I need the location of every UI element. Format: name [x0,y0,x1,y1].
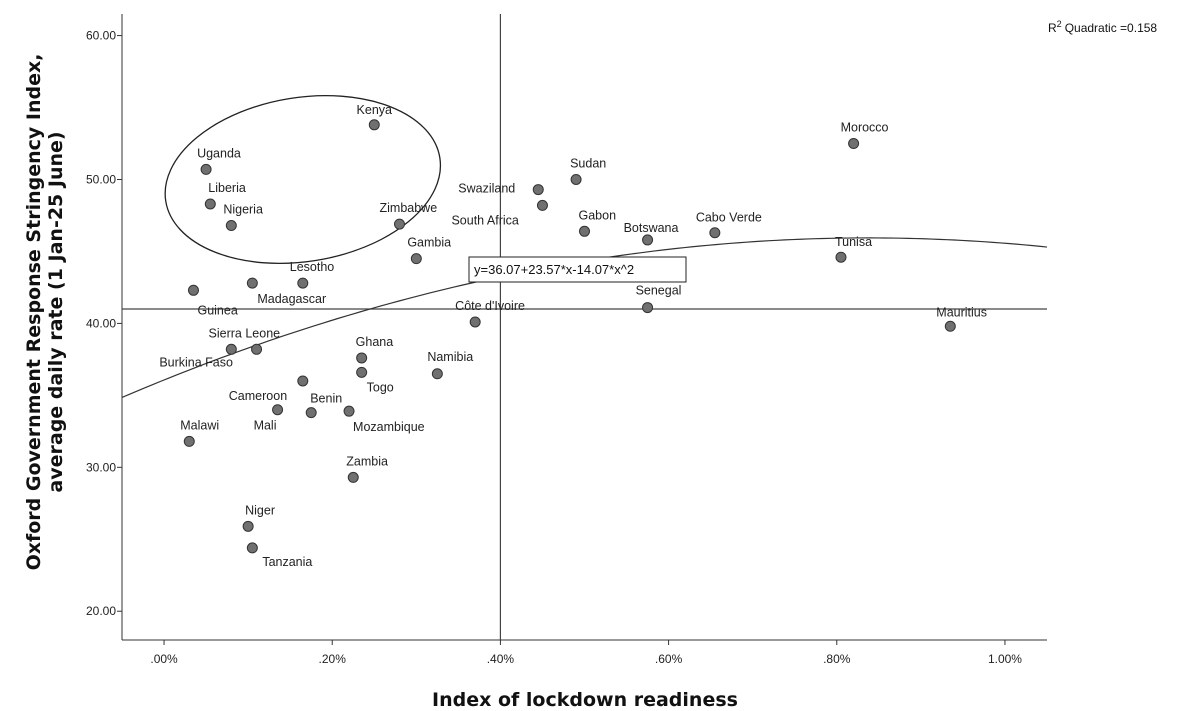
point-label-mozambique: Mozambique [353,420,425,434]
point-uganda [200,163,212,175]
point-malawi [183,435,195,447]
point-label-uganda: Uganda [197,146,241,160]
point-label-sierra-leone: Sierra Leone [209,326,281,340]
point-gambia [410,253,422,265]
equation-box: y=36.07+23.57*x-14.07*x^2 [468,256,687,283]
y-tick-label: 30.00 [86,460,116,474]
point-label-malawi: Malawi [180,418,219,432]
point-lesotho [297,277,309,289]
fit-equation: y=36.07+23.57*x-14.07*x^2 [474,262,634,277]
point-label-botswana: Botswana [624,221,679,235]
y-tick-label: 60.00 [86,29,116,43]
point-label-mali: Mali [254,419,277,433]
point-label-mauritius: Mauritius [936,305,987,319]
point-swaziland [532,184,544,196]
y-tick-label: 20.00 [86,604,116,618]
point-label-sudan: Sudan [570,156,606,170]
point-label-senegal: Senegal [636,284,682,298]
x-axis-title: Index of lockdown readiness [432,689,738,711]
point-cameroon [297,375,309,387]
x-tick-label: .40% [487,652,515,666]
equation-box-border [468,256,687,283]
y-tick-label: 40.00 [86,316,116,330]
point-burkina-faso [225,343,237,355]
point-label-zimbabwe: Zimbabwe [380,201,438,215]
point-labels: Kenya Uganda Liberia Nigeria Morocco Sudan Swa… [159,103,987,569]
point-niger [242,520,254,532]
point-label-burkina-faso: Burkina Faso [159,355,233,369]
r2-label: R2 Quadratic =0.158 [1048,19,1157,35]
point-liberia [204,198,216,210]
point-label-morocco: Morocco [841,121,889,135]
point-label-c-te-d-ivoire: Côte d'Ivoire [455,299,525,313]
point-morocco [848,138,860,150]
point-senegal [642,302,654,314]
data-points [183,119,956,554]
point-label-tanzania: Tanzania [262,555,312,569]
point-label-niger: Niger [245,503,275,517]
point-namibia [431,368,443,380]
point-zimbabwe [394,218,405,230]
x-tick-label: .60% [655,652,683,666]
plot-frame [121,14,1047,641]
point-label-tunisa: Tunisa [835,235,872,249]
point-label-gabon: Gabon [579,208,617,222]
point-label-namibia: Namibia [427,350,473,364]
point-label-south-africa: South Africa [451,213,518,227]
x-tick-label: .20% [319,652,347,666]
point-benin [305,407,317,419]
point-madagascar [246,277,258,289]
point-mauritius [944,320,956,332]
point-label-ghana: Ghana [356,335,394,349]
y-axis-title-line2: average daily rate (1 Jan-25 June) [45,131,67,492]
point-sierra-leone [251,343,263,355]
point-label-liberia: Liberia [208,181,246,195]
point-tunisa [835,251,847,263]
point-tanzania [246,542,258,554]
point-label-lesotho: Lesotho [290,260,335,274]
point-guinea [187,284,199,296]
point-south-africa [536,199,548,211]
point-zambia [347,471,359,483]
annotations [164,94,442,265]
point-mali [272,404,284,416]
point-label-cameroon: Cameroon [229,389,287,403]
point-ghana [356,352,368,364]
point-cabo-verde [709,227,721,239]
point-nigeria [225,220,237,232]
point-label-togo: Togo [367,380,394,394]
y-axis-ticks: 20.00 30.00 40.00 50.00 60.00 [86,29,122,618]
y-tick-label: 50.00 [86,172,116,186]
point-c-te-d-ivoire [469,316,481,328]
point-label-nigeria: Nigeria [223,203,263,217]
point-label-kenya: Kenya [357,103,392,117]
x-tick-label: 1.00% [988,652,1022,666]
point-label-benin: Benin [310,392,342,406]
point-label-guinea: Guinea [197,303,237,317]
point-botswana [642,234,654,246]
y-axis-title: Oxford Government Response Stringency In… [23,54,67,571]
x-axis-ticks: .00% .20% .40% .60% .80% 1.00% [150,640,1022,666]
highlight-ellipse [164,94,442,265]
point-label-gambia: Gambia [407,236,451,250]
point-sudan [570,173,582,185]
point-label-swaziland: Swaziland [458,182,515,196]
point-label-madagascar: Madagascar [257,292,326,306]
point-label-zambia: Zambia [346,454,388,468]
point-kenya [368,119,380,131]
point-gabon [579,225,590,237]
x-tick-label: .00% [150,652,178,666]
x-tick-label: .80% [823,652,851,666]
y-axis-title-line1: Oxford Government Response Stringency In… [23,54,45,571]
point-label-cabo-verde: Cabo Verde [696,211,762,225]
point-togo [356,366,368,378]
reference-lines [122,14,1047,640]
point-mozambique [343,405,355,417]
